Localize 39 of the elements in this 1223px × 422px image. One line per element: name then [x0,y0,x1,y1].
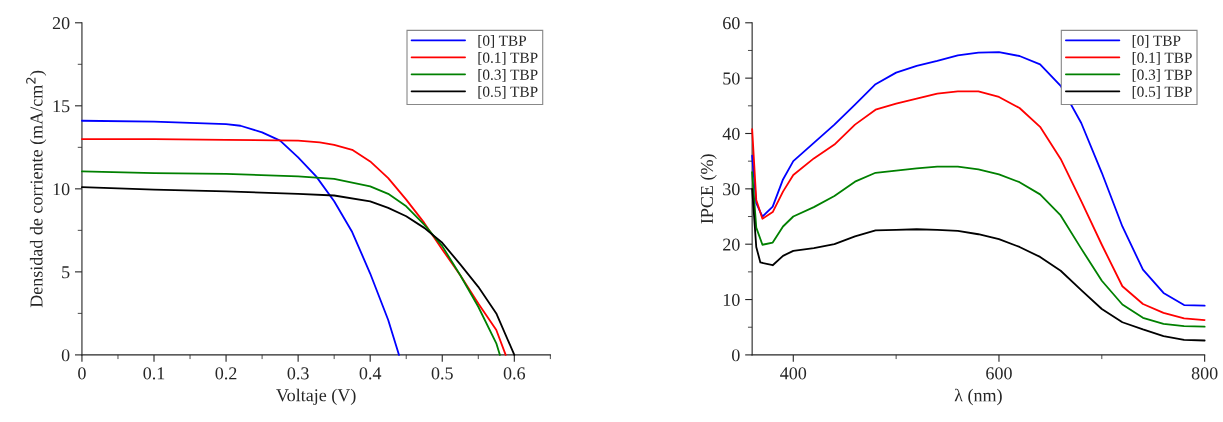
legend-label: [0.3] TBP [478,69,538,82]
y-axis-title: Densidad de corriente (mA/cm$^{2}$) [26,70,47,308]
x-tick-label: 0.4 [359,367,382,380]
legend-label: [0.1] TBP [1132,52,1192,65]
y-tick-label: 15 [53,100,70,113]
legend-label: [0.1] TBP [478,52,538,65]
line-series [751,165,1206,328]
x-tick-label: 800 [1191,367,1218,380]
y-tick-label: 0 [61,349,70,362]
legend-label: [0.5] TBP [1132,86,1192,99]
x-tick-label: 0.5 [431,367,453,380]
x-tick-label: 0.6 [503,367,526,380]
line-series [81,138,507,356]
y-tick-label: 40 [722,127,740,140]
line-series [751,187,1206,342]
y-tick-label: 20 [52,17,70,30]
x-axis-title: Voltaje (V) [276,388,356,406]
legend-label: [0] TBP [1132,35,1181,48]
x-tick-label: 0.2 [215,367,237,380]
legend-label: [0.5] TBP [478,86,538,99]
y-tick-label: 0 [732,349,740,362]
x-tick-label: 600 [986,367,1012,380]
y-tick-label: 10 [723,293,740,306]
y-tick-label: 60 [723,17,740,30]
y-tick-label: 20 [723,238,740,251]
x-tick-label: 0.3 [287,367,309,380]
y-axis-title: IPCE (%) [700,154,717,224]
x-tick-label: 0 [78,367,86,380]
y-tick-label: 30 [723,183,740,196]
legend-label: [0] TBP [478,35,527,48]
y-tick-label: 10 [53,183,70,196]
x-tick-label: 400 [780,367,807,380]
line-series [751,51,1206,307]
x-tick-label: 0.1 [143,367,165,380]
x-axis-title: λ (nm) [954,388,1002,406]
y-tick-label: 5 [62,266,70,279]
y-tick-label: 50 [723,72,740,85]
line-series [81,119,400,356]
legend-label: [0.3] TBP [1132,69,1192,82]
